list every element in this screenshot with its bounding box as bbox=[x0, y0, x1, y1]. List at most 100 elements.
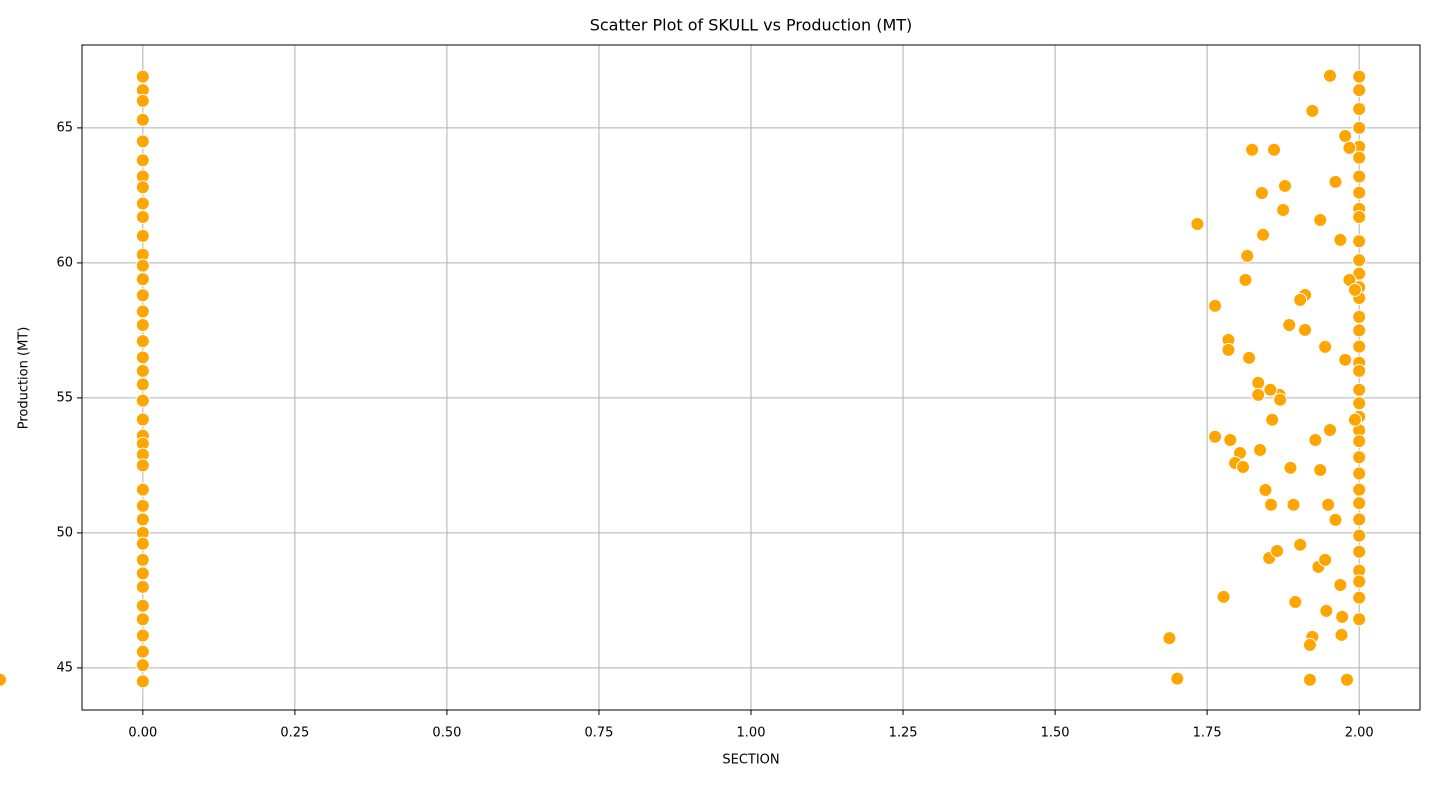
point bbox=[1251, 375, 1266, 390]
point bbox=[135, 412, 150, 427]
point bbox=[1282, 317, 1297, 332]
point bbox=[135, 674, 150, 689]
point bbox=[135, 393, 150, 408]
point bbox=[1321, 497, 1336, 512]
y-tick-label: 45 bbox=[56, 660, 73, 675]
point bbox=[1352, 185, 1367, 200]
point bbox=[1276, 202, 1291, 217]
y-axis-label: Production (MT) bbox=[17, 327, 32, 430]
point bbox=[1334, 627, 1349, 642]
point bbox=[1347, 412, 1362, 427]
point bbox=[1352, 482, 1367, 497]
chart-title: Scatter Plot of SKULL vs Production (MT) bbox=[590, 16, 913, 35]
y-tick-label: 50 bbox=[56, 525, 73, 540]
point bbox=[1352, 339, 1367, 354]
point bbox=[1236, 460, 1251, 475]
point bbox=[1352, 574, 1367, 589]
point bbox=[1267, 142, 1282, 157]
point bbox=[1313, 212, 1328, 227]
point bbox=[1352, 590, 1367, 605]
point bbox=[1253, 442, 1268, 457]
point bbox=[1288, 595, 1303, 610]
point bbox=[135, 272, 150, 287]
point bbox=[135, 258, 150, 273]
point bbox=[1352, 612, 1367, 627]
point bbox=[135, 536, 150, 551]
x-tick-label: 0.50 bbox=[432, 726, 461, 741]
point bbox=[135, 350, 150, 365]
point bbox=[1238, 272, 1253, 287]
point bbox=[1263, 382, 1278, 397]
point bbox=[135, 628, 150, 643]
point bbox=[1352, 450, 1367, 465]
point bbox=[0, 672, 7, 687]
x-tick-label: 0.25 bbox=[280, 726, 309, 741]
point bbox=[1335, 609, 1350, 624]
point bbox=[1270, 543, 1285, 558]
point bbox=[1352, 396, 1367, 411]
point bbox=[1352, 169, 1367, 184]
point bbox=[1338, 128, 1353, 143]
point bbox=[135, 579, 150, 594]
point bbox=[135, 317, 150, 332]
point bbox=[1347, 282, 1362, 297]
point bbox=[1305, 103, 1320, 118]
point bbox=[1352, 234, 1367, 249]
point bbox=[1352, 69, 1367, 84]
point bbox=[1221, 342, 1236, 357]
point bbox=[1342, 140, 1357, 155]
x-tick-label: 1.00 bbox=[737, 726, 766, 741]
point bbox=[1318, 339, 1333, 354]
point bbox=[1328, 512, 1343, 527]
point bbox=[1352, 434, 1367, 449]
point bbox=[1352, 512, 1367, 527]
x-tick-label: 0.75 bbox=[584, 726, 613, 741]
point bbox=[1265, 412, 1280, 427]
point bbox=[135, 658, 150, 673]
x-tick-label: 0.00 bbox=[128, 726, 157, 741]
point bbox=[1254, 185, 1269, 200]
point bbox=[1338, 352, 1353, 367]
point bbox=[135, 512, 150, 527]
point bbox=[1273, 392, 1288, 407]
point bbox=[135, 288, 150, 303]
point bbox=[1322, 68, 1337, 83]
point bbox=[1293, 537, 1308, 552]
point bbox=[1352, 309, 1367, 324]
y-tick-label: 55 bbox=[56, 390, 73, 405]
point bbox=[1216, 589, 1231, 604]
point bbox=[135, 112, 150, 127]
point bbox=[1352, 544, 1367, 559]
point bbox=[1256, 227, 1271, 242]
point bbox=[135, 153, 150, 168]
point bbox=[135, 196, 150, 211]
point bbox=[1208, 298, 1223, 313]
point bbox=[1352, 496, 1367, 511]
point bbox=[1293, 292, 1308, 307]
point bbox=[135, 93, 150, 108]
point bbox=[1283, 460, 1298, 475]
point bbox=[135, 566, 150, 581]
point bbox=[135, 644, 150, 659]
point bbox=[1352, 528, 1367, 543]
y-tick-label: 60 bbox=[56, 255, 73, 270]
point bbox=[135, 180, 150, 195]
x-axis-label: SECTION bbox=[722, 753, 779, 768]
point bbox=[1352, 150, 1367, 165]
point bbox=[1352, 323, 1367, 338]
x-tick-label: 1.75 bbox=[1193, 726, 1222, 741]
point bbox=[135, 363, 150, 378]
point bbox=[1319, 603, 1334, 618]
point bbox=[1245, 142, 1260, 157]
point bbox=[1333, 577, 1348, 592]
x-tick-label: 1.25 bbox=[889, 726, 918, 741]
point bbox=[1298, 322, 1313, 337]
point bbox=[1286, 497, 1301, 512]
point bbox=[1333, 232, 1348, 247]
point bbox=[135, 552, 150, 567]
point bbox=[1242, 350, 1257, 365]
y-tick-label: 65 bbox=[56, 120, 73, 135]
point bbox=[135, 134, 150, 149]
point bbox=[1352, 253, 1367, 268]
